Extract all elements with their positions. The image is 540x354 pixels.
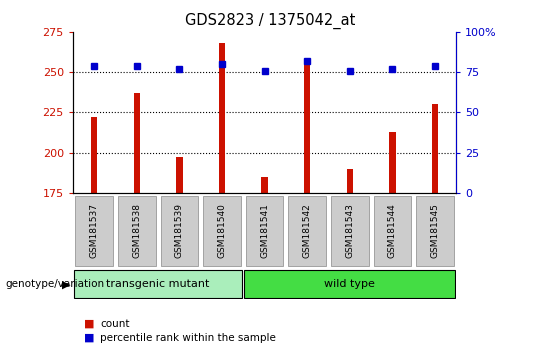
Text: count: count	[100, 319, 130, 329]
Text: genotype/variation: genotype/variation	[5, 279, 105, 289]
Text: ▶: ▶	[62, 279, 70, 289]
Text: GDS2823 / 1375042_at: GDS2823 / 1375042_at	[185, 12, 355, 29]
Text: GSM181537: GSM181537	[90, 204, 99, 258]
Text: ■: ■	[84, 319, 94, 329]
Bar	[432, 104, 438, 354]
Text: GSM181542: GSM181542	[303, 204, 312, 258]
Bar	[203, 196, 241, 266]
Text: wild type: wild type	[325, 279, 375, 289]
Text: GSM181540: GSM181540	[218, 204, 226, 258]
Bar	[261, 177, 268, 354]
Bar	[347, 169, 353, 354]
Bar	[389, 132, 396, 354]
Bar	[74, 270, 242, 298]
Text: ■: ■	[84, 333, 94, 343]
Bar	[246, 196, 284, 266]
Text: GSM181541: GSM181541	[260, 204, 269, 258]
Bar	[219, 43, 225, 354]
Bar	[118, 196, 156, 266]
Text: GSM181545: GSM181545	[430, 204, 440, 258]
Bar	[331, 196, 368, 266]
Bar	[416, 196, 454, 266]
Text: percentile rank within the sample: percentile rank within the sample	[100, 333, 276, 343]
Bar	[288, 196, 326, 266]
Bar	[244, 270, 455, 298]
Bar	[133, 93, 140, 354]
Bar	[91, 117, 97, 354]
Text: GSM181538: GSM181538	[132, 204, 141, 258]
Bar	[304, 62, 310, 354]
Text: transgenic mutant: transgenic mutant	[106, 279, 210, 289]
Bar	[176, 158, 183, 354]
Bar	[76, 196, 113, 266]
Bar	[161, 196, 198, 266]
Text: GSM181539: GSM181539	[175, 204, 184, 258]
Text: GSM181543: GSM181543	[345, 204, 354, 258]
Text: GSM181544: GSM181544	[388, 204, 397, 258]
Bar	[374, 196, 411, 266]
